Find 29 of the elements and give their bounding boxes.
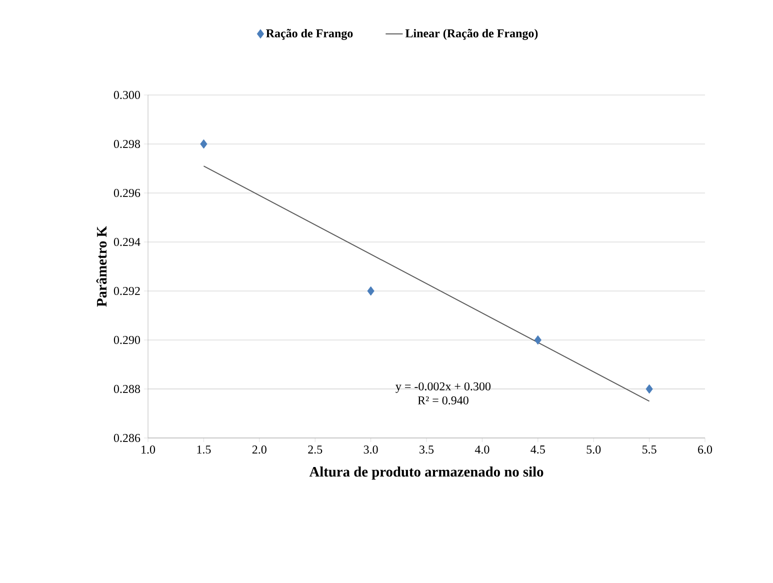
y-axis-title: Parâmetro K <box>96 226 107 307</box>
y-tick-label: 0.296 <box>114 188 140 198</box>
y-tick-label: 0.294 <box>114 238 140 246</box>
x-tick-label: 1.5 <box>197 446 211 454</box>
point <box>367 286 374 296</box>
point <box>200 139 208 149</box>
legend-label: Linear (Ração de Frango) <box>405 28 538 40</box>
y-tick-label: 0.288 <box>114 384 140 394</box>
x-tick-label: 4.0 <box>474 446 490 454</box>
y-tick-label: 0.300 <box>114 90 140 100</box>
point <box>646 384 653 394</box>
y-tick-label: 0.292 <box>114 286 140 296</box>
annotation: y = -0.002x + 0.300 <box>396 382 491 393</box>
x-tick-label: 6.0 <box>698 446 712 454</box>
x-tick-label: 3.5 <box>420 446 434 454</box>
x-tick-label: 2.5 <box>308 446 322 454</box>
point <box>534 335 542 345</box>
x-tick-label: 1.0 <box>142 446 156 454</box>
y-tick-label: 0.298 <box>114 140 140 148</box>
x-axis-title: Altura de produto armazenado no silo <box>309 466 544 480</box>
legend-label: Ração de Frango <box>266 28 353 40</box>
x-tick-label: 3.0 <box>364 446 378 454</box>
y-tick-label: 0.290 <box>114 336 140 344</box>
x-tick-label: 2.0 <box>252 446 266 454</box>
y-tick-label: 0.286 <box>114 434 140 442</box>
annotation: R² = 0.940 <box>418 396 468 404</box>
x-tick-label: 5.0 <box>586 446 601 454</box>
x-tick-label: 4.5 <box>530 446 545 454</box>
x-tick-label: 5.5 <box>642 446 656 454</box>
